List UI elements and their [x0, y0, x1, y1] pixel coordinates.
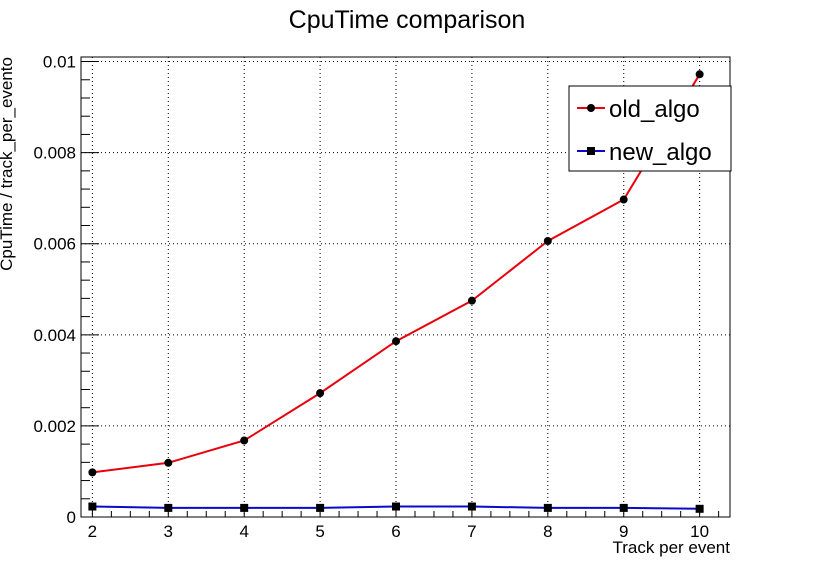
y-tick-label: 0: [67, 508, 76, 527]
x-tick-label: 3: [164, 522, 173, 541]
x-tick-label: 5: [315, 522, 324, 541]
plot-frame: [80, 56, 731, 518]
x-tick-label: 4: [239, 522, 248, 541]
y-tick-label: 0.006: [33, 235, 76, 254]
chart-title: CpuTime comparison: [289, 6, 526, 34]
data-point-new-algo: [467, 502, 476, 511]
data-point-old-algo: [240, 436, 249, 445]
data-point-new-algo: [240, 503, 249, 512]
legend-label-new-algo: new_algo: [609, 139, 712, 166]
data-point-new-algo: [695, 504, 704, 513]
legend-marker-new-algo: [587, 147, 595, 155]
data-point-new-algo: [316, 503, 325, 512]
legend-label-old-algo: old_algo: [609, 96, 700, 123]
y-tick-label: 0.01: [43, 53, 76, 72]
x-tick-label: 10: [690, 522, 709, 541]
data-point-old-algo: [164, 458, 173, 467]
data-point-old-algo: [316, 389, 325, 398]
x-tick-labels: 2 3 4 5 6 7 8 9 10: [88, 522, 709, 541]
data-point-new-algo: [164, 503, 173, 512]
data-point-old-algo: [543, 237, 552, 245]
data-point-old-algo: [467, 296, 476, 305]
legend-box: [568, 85, 732, 172]
x-tick-label: 7: [467, 522, 476, 541]
x-tick-label: 6: [391, 522, 400, 541]
x-tick-label: 2: [88, 522, 97, 541]
x-axis-label: Track per event: [613, 538, 731, 557]
data-point-old-algo: [392, 337, 401, 346]
x-tick-label: 9: [619, 522, 628, 541]
data-point-old-algo: [88, 468, 97, 477]
data-point-new-algo: [392, 502, 401, 511]
series: [88, 70, 704, 513]
y-axis-label: CpuTime / track_per_evento: [0, 57, 16, 271]
y-tick-label: 0.004: [33, 326, 76, 345]
data-point-new-algo: [543, 503, 552, 512]
y-tick-label: 0.008: [33, 144, 76, 163]
data-point-new-algo: [619, 503, 628, 512]
y-tick-labels: 0 0.002 0.004 0.006 0.008 0.01: [33, 53, 76, 527]
x-tick-label: 8: [543, 522, 552, 541]
data-point-old-algo: [619, 195, 628, 204]
data-point-new-algo: [88, 502, 97, 511]
y-tick-label: 0.002: [33, 417, 76, 436]
legend: old_algo new_algo: [568, 85, 732, 172]
data-point-old-algo: [695, 70, 704, 79]
legend-marker-old-algo: [587, 104, 595, 112]
